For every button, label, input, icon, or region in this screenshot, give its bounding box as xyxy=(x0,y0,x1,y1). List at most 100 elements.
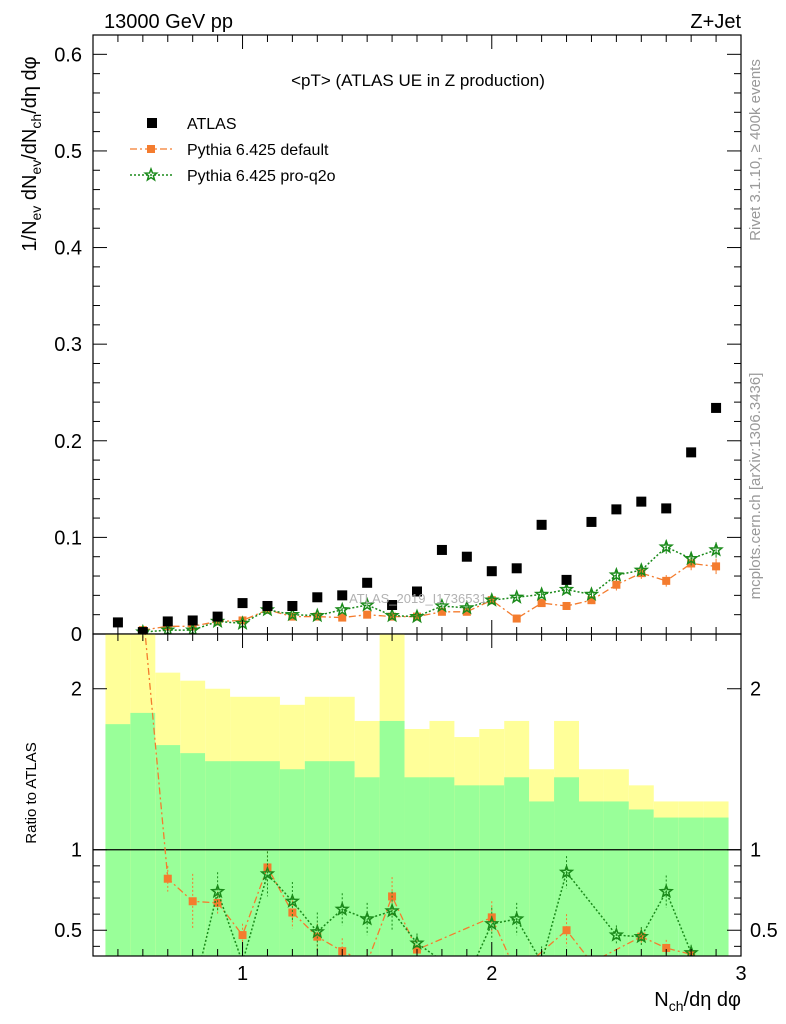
green-band-bin xyxy=(230,761,255,956)
watermark: ATLAS_2019_I1736531 xyxy=(349,591,487,606)
ratio-point-default xyxy=(587,958,595,966)
main-y-axis-label-group: 1/Nev dNev/dNch/dη dφ xyxy=(19,56,44,251)
data-point-default xyxy=(537,599,546,608)
data-point-atlas xyxy=(262,600,273,611)
green-band-bin xyxy=(304,761,330,956)
data-point-default xyxy=(587,596,596,605)
data-point-proq2o xyxy=(434,597,450,613)
data-point-proq2o xyxy=(608,566,625,582)
ratio-point-proq2o xyxy=(633,928,650,944)
x-axis-label: Nch/dη dφ xyxy=(654,989,741,1014)
data-point-atlas xyxy=(611,504,622,515)
data-point-proq2o xyxy=(484,592,500,607)
green-band-bin xyxy=(429,777,455,956)
ratio-plot: 1 2 30.5 0.51 12 2 xyxy=(54,633,778,1000)
main-y-tick-label: 0.6 xyxy=(54,44,82,66)
data-point-atlas xyxy=(686,447,697,458)
main-y-tick-label: 0.4 xyxy=(54,238,82,260)
data-point-atlas xyxy=(187,615,198,626)
green-band-bin xyxy=(155,745,181,956)
x-tick-label: 3 xyxy=(735,963,746,985)
ratio-y-tick-label-right: 1 xyxy=(750,840,761,862)
green-band-bin xyxy=(454,785,480,956)
green-band-bin xyxy=(579,801,604,956)
ratio-point-proq2o xyxy=(359,910,375,926)
main-chart-title: <pT> (ATLAS UE in Z production) xyxy=(291,71,545,90)
ratio-line-proq2o xyxy=(201,870,692,956)
data-point-atlas xyxy=(412,586,422,597)
legend-label-default: Pythia 6.425 default xyxy=(187,142,329,159)
data-point-proq2o xyxy=(409,608,425,624)
ratio-point-default xyxy=(213,898,222,907)
data-point-atlas xyxy=(561,574,572,585)
legend-marker-atlas xyxy=(147,118,157,128)
process-label: Z+Jet xyxy=(690,11,741,33)
ratio-point-proq2o xyxy=(558,864,575,879)
green-band-bin xyxy=(603,801,629,956)
data-point-proq2o xyxy=(309,607,326,623)
green-band-bin xyxy=(354,777,380,956)
ratio-bands xyxy=(105,634,729,956)
x-tick-label: 1 xyxy=(237,963,248,985)
x-tick-label: 2 xyxy=(486,963,497,985)
ratio-y-tick-label-left: 0.5 xyxy=(54,920,82,942)
green-band-bin xyxy=(404,777,430,956)
ratio-point-default xyxy=(188,897,197,906)
legend-label-proq2o: Pythia 6.425 pro-q2o xyxy=(187,168,336,185)
ratio-point-proq2o xyxy=(187,989,198,1000)
green-band-bin xyxy=(479,785,505,956)
green-band-bin xyxy=(205,761,231,956)
data-point-proq2o xyxy=(558,581,575,597)
data-point-proq2o xyxy=(334,601,350,617)
ratio-y-tick-label-right: 0.5 xyxy=(750,920,778,942)
data-point-atlas xyxy=(661,503,672,514)
data-point-default xyxy=(363,610,372,619)
legend-label-atlas: ATLAS xyxy=(187,116,237,133)
green-band-bin xyxy=(678,817,704,956)
data-point-atlas xyxy=(362,577,373,588)
ratio-point-proq2o xyxy=(461,973,472,984)
ratio-point-proq2o xyxy=(309,923,326,939)
data-point-proq2o xyxy=(384,607,400,623)
data-point-proq2o xyxy=(683,550,699,566)
data-point-atlas xyxy=(436,544,447,555)
ratio-point-proq2o xyxy=(284,893,301,908)
legend-marker-proq2o xyxy=(143,166,159,182)
data-point-proq2o xyxy=(583,586,600,601)
ratio-y-tick-label-right: 2 xyxy=(750,679,761,701)
data-point-default xyxy=(662,576,671,585)
data-point-atlas xyxy=(586,516,597,527)
legend: ATLAS Pythia 6.425 default Pythia 6.425 … xyxy=(130,116,336,185)
data-point-default xyxy=(437,607,446,616)
green-band-bin xyxy=(105,724,131,956)
green-band-bin xyxy=(703,817,729,956)
ratio-point-default xyxy=(562,926,571,935)
data-point-proq2o xyxy=(708,541,724,557)
green-band-bin xyxy=(529,801,555,956)
data-point-atlas xyxy=(162,616,173,627)
green-band-bin xyxy=(628,809,654,956)
data-point-atlas xyxy=(387,600,398,611)
green-band-bin xyxy=(130,712,156,956)
data-point-atlas xyxy=(212,611,223,622)
rivet-version-label: Rivet 3.1.10, ≥ 400k events xyxy=(747,59,764,241)
ratio-point-proq2o xyxy=(384,902,400,918)
data-point-default xyxy=(462,607,471,616)
data-point-default xyxy=(512,614,521,623)
ratio-point-proq2o xyxy=(259,865,276,881)
ratio-point-proq2o xyxy=(540,954,543,956)
data-point-atlas xyxy=(711,402,722,413)
ratio-point-default xyxy=(363,958,371,966)
main-plot: ATLAS_2019_I1736531 0 0.1 0.2 0.3 0.4 0.5 0.6 xyxy=(54,34,742,646)
data-point-proq2o xyxy=(284,606,301,622)
main-y-tick-label: 0.2 xyxy=(54,431,82,453)
data-point-proq2o xyxy=(658,538,674,554)
series-line-proq2o xyxy=(142,546,717,633)
data-point-atlas xyxy=(112,617,123,628)
data-point-default xyxy=(712,562,721,571)
data-point-proq2o xyxy=(359,596,375,612)
main-y-tick-label: 0.5 xyxy=(54,141,82,163)
main-y-tick-label: 0 xyxy=(71,624,82,646)
main-y-tick-label: 0.3 xyxy=(54,334,82,356)
ratio-y-axis-label: Ratio to ATLAS xyxy=(23,742,40,843)
